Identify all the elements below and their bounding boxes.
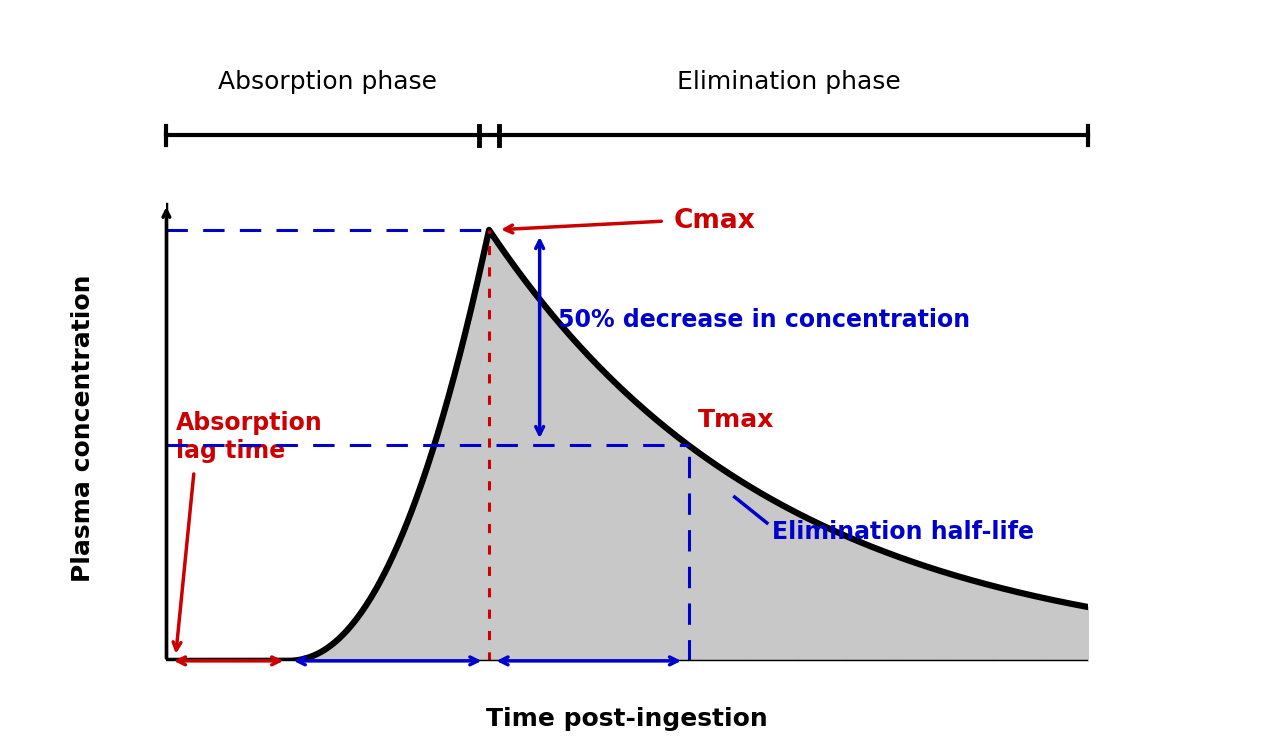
Text: Absorption phase: Absorption phase <box>218 70 438 94</box>
Text: Elimination phase: Elimination phase <box>677 70 900 94</box>
Text: Plasma concentration: Plasma concentration <box>72 274 96 582</box>
Text: Tmax: Tmax <box>698 409 774 433</box>
Text: 50% decrease in concentration: 50% decrease in concentration <box>558 309 970 332</box>
Text: Elimination half-life: Elimination half-life <box>772 520 1033 544</box>
Text: Cmax: Cmax <box>673 208 755 234</box>
Text: Time post-ingestion: Time post-ingestion <box>486 707 768 731</box>
Text: Absorption
lag time: Absorption lag time <box>175 411 323 463</box>
